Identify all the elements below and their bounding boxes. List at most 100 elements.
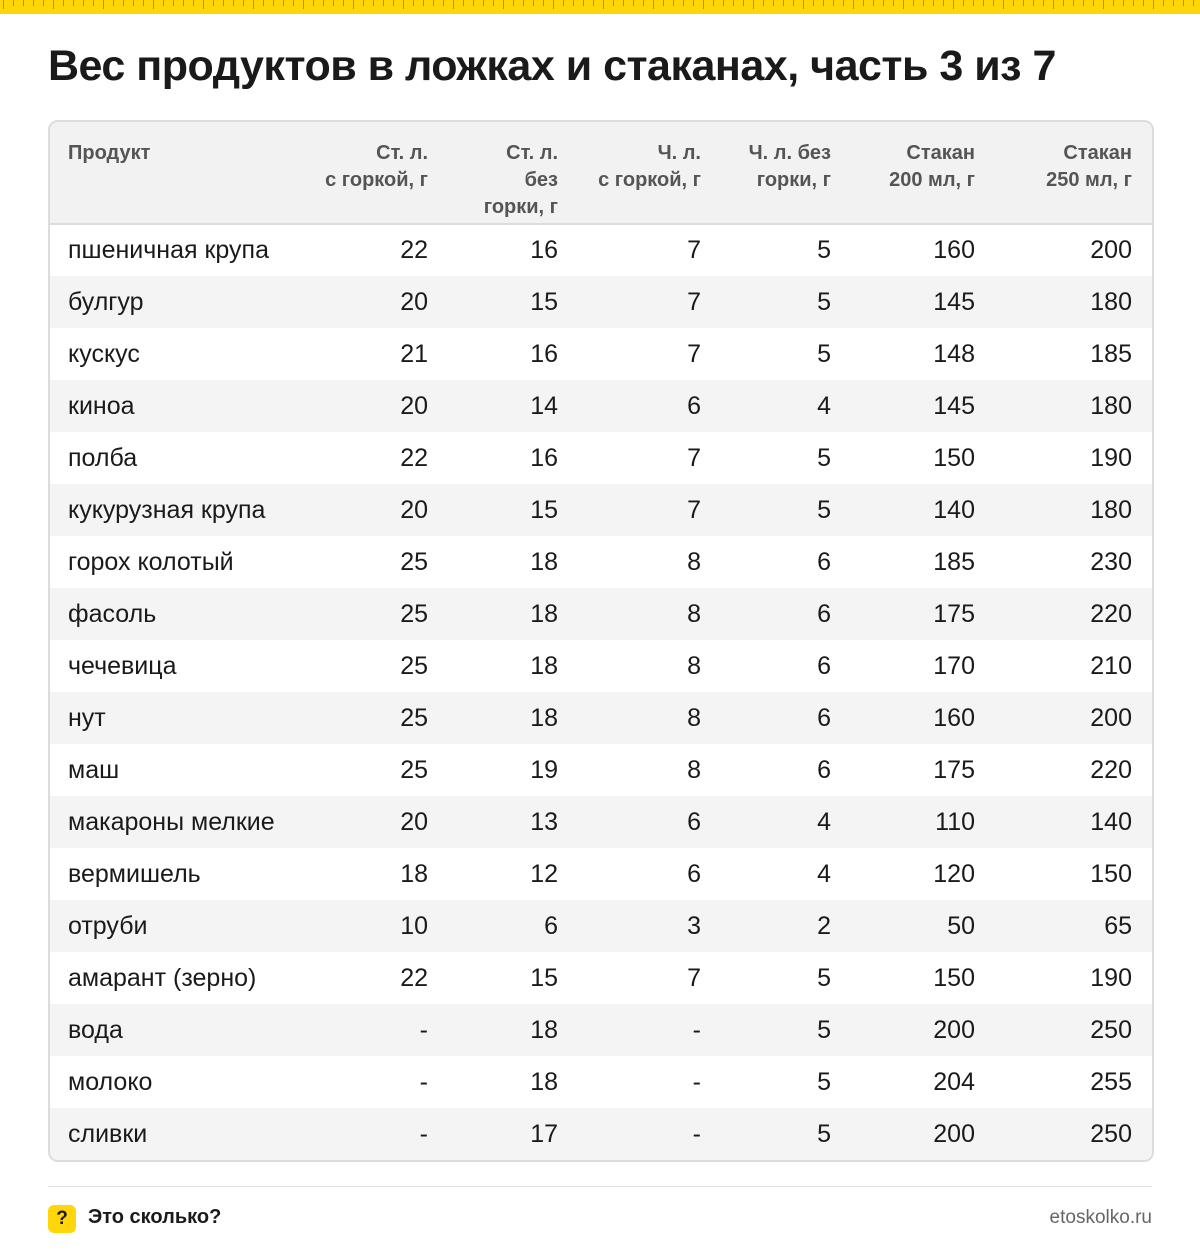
value-cell: 25 bbox=[400, 547, 428, 576]
page-title: Вес продуктов в ложках и стаканах, часть… bbox=[48, 42, 1056, 90]
product-name-cell: булгур bbox=[68, 287, 144, 316]
value-cell: 18 bbox=[530, 1015, 558, 1044]
ruler-tick bbox=[1073, 0, 1074, 6]
ruler-tick bbox=[293, 0, 294, 6]
value-cell: 10 bbox=[400, 911, 428, 940]
table-row: амарант (зерно) 22 15 7 5 150 190 bbox=[50, 952, 1152, 1004]
table-row: фасоль 25 18 8 6 175 220 bbox=[50, 588, 1152, 640]
value-cell: 140 bbox=[933, 495, 975, 524]
value-cell: 6 bbox=[817, 755, 831, 784]
value-cell: 19 bbox=[530, 755, 558, 784]
value-cell: 17 bbox=[530, 1119, 558, 1148]
table-row: сливки - 17 - 5 200 250 bbox=[50, 1108, 1152, 1160]
value-cell: 25 bbox=[400, 651, 428, 680]
value-cell: 7 bbox=[687, 287, 701, 316]
value-cell: 180 bbox=[1090, 495, 1132, 524]
ruler-tick bbox=[823, 0, 824, 6]
ruler-tick bbox=[533, 0, 534, 6]
value-cell: 200 bbox=[1090, 236, 1132, 264]
column-header-line: горки, г bbox=[756, 169, 831, 191]
product-name-cell: амарант (зерно) bbox=[68, 963, 257, 992]
column-header-line: 200 мл, г bbox=[889, 169, 975, 191]
ruler-tick bbox=[233, 0, 234, 6]
value-cell: 250 bbox=[1090, 1015, 1132, 1044]
ruler-tick bbox=[43, 0, 44, 6]
column-header-line: с горкой, г bbox=[598, 169, 701, 191]
value-cell: 190 bbox=[1090, 963, 1132, 992]
value-cell: 6 bbox=[817, 703, 831, 732]
value-cell: 20 bbox=[400, 495, 428, 524]
ruler-tick bbox=[23, 0, 24, 6]
ruler-tick bbox=[503, 0, 504, 9]
value-cell: 18 bbox=[530, 703, 558, 732]
table-row: горох колотый 25 18 8 6 185 230 bbox=[50, 536, 1152, 588]
ruler-tick bbox=[683, 0, 684, 6]
value-cell: 5 bbox=[817, 287, 831, 316]
value-cell: 4 bbox=[817, 859, 831, 888]
value-cell: 7 bbox=[687, 963, 701, 992]
ruler-tick bbox=[873, 0, 874, 6]
value-cell: - bbox=[419, 1067, 428, 1096]
ruler-tick bbox=[33, 0, 34, 6]
value-cell: 6 bbox=[544, 911, 558, 940]
weights-table: Продукт Ст. л. с горкой, г Ст. л. без горки, … bbox=[50, 122, 1152, 1160]
column-header-line: Продукт bbox=[68, 142, 151, 164]
ruler-tick bbox=[813, 0, 814, 6]
value-cell: - bbox=[419, 1119, 428, 1148]
ruler-tick bbox=[973, 0, 974, 6]
value-cell: 4 bbox=[817, 807, 831, 836]
ruler-tick bbox=[3, 0, 4, 9]
value-cell: 140 bbox=[1090, 807, 1132, 836]
value-cell: 16 bbox=[530, 236, 558, 264]
value-cell: 21 bbox=[400, 339, 428, 368]
value-cell: 12 bbox=[530, 859, 558, 888]
value-cell: 220 bbox=[1090, 599, 1132, 628]
value-cell: 15 bbox=[530, 287, 558, 316]
ruler-tick bbox=[513, 0, 514, 6]
ruler-tick bbox=[913, 0, 914, 6]
table-row: киноа 20 14 6 4 145 180 bbox=[50, 380, 1152, 432]
ruler-tick bbox=[1003, 0, 1004, 9]
value-cell: 7 bbox=[687, 339, 701, 368]
site-link[interactable]: etoskolko.ru bbox=[1049, 1207, 1152, 1228]
value-cell: 250 bbox=[1090, 1119, 1132, 1148]
value-cell: 180 bbox=[1090, 391, 1132, 420]
ruler-tick bbox=[123, 0, 124, 6]
value-cell: 6 bbox=[817, 651, 831, 680]
value-cell: 16 bbox=[530, 339, 558, 368]
ruler-tick bbox=[593, 0, 594, 6]
ruler-tick bbox=[263, 0, 264, 6]
ruler-tick bbox=[213, 0, 214, 6]
ruler-tick bbox=[1123, 0, 1124, 6]
ruler-tick bbox=[303, 0, 304, 9]
ruler-tick bbox=[473, 0, 474, 6]
ruler-tick bbox=[1103, 0, 1104, 9]
ruler-tick bbox=[1063, 0, 1064, 6]
column-header-line: горки, г bbox=[483, 196, 558, 218]
product-name-cell: чечевица bbox=[68, 651, 177, 680]
ruler-tick bbox=[933, 0, 934, 6]
value-cell: 7 bbox=[687, 495, 701, 524]
value-cell: 210 bbox=[1090, 651, 1132, 680]
ruler-tick bbox=[483, 0, 484, 6]
column-header: Ст. л. с горкой, г bbox=[312, 122, 452, 225]
ruler-tick bbox=[363, 0, 364, 6]
value-cell: 18 bbox=[530, 547, 558, 576]
ruler-tick bbox=[643, 0, 644, 6]
value-cell: 185 bbox=[933, 547, 975, 576]
value-cell: 7 bbox=[687, 443, 701, 472]
value-cell: 25 bbox=[400, 703, 428, 732]
table-row: полба 22 16 7 5 150 190 bbox=[50, 432, 1152, 484]
ruler-tick bbox=[253, 0, 254, 9]
ruler-tick bbox=[673, 0, 674, 6]
value-cell: 150 bbox=[933, 963, 975, 992]
value-cell: 180 bbox=[1090, 287, 1132, 316]
ruler-tick bbox=[633, 0, 634, 6]
value-cell: 145 bbox=[933, 287, 975, 316]
value-cell: 22 bbox=[400, 443, 428, 472]
column-header-line: Стакан bbox=[906, 142, 975, 164]
product-name-cell: горох колотый bbox=[68, 547, 234, 576]
table-row: макароны мелкие 20 13 6 4 110 140 bbox=[50, 796, 1152, 848]
question-mark-icon: ? bbox=[48, 1205, 76, 1233]
ruler-tick bbox=[283, 0, 284, 6]
